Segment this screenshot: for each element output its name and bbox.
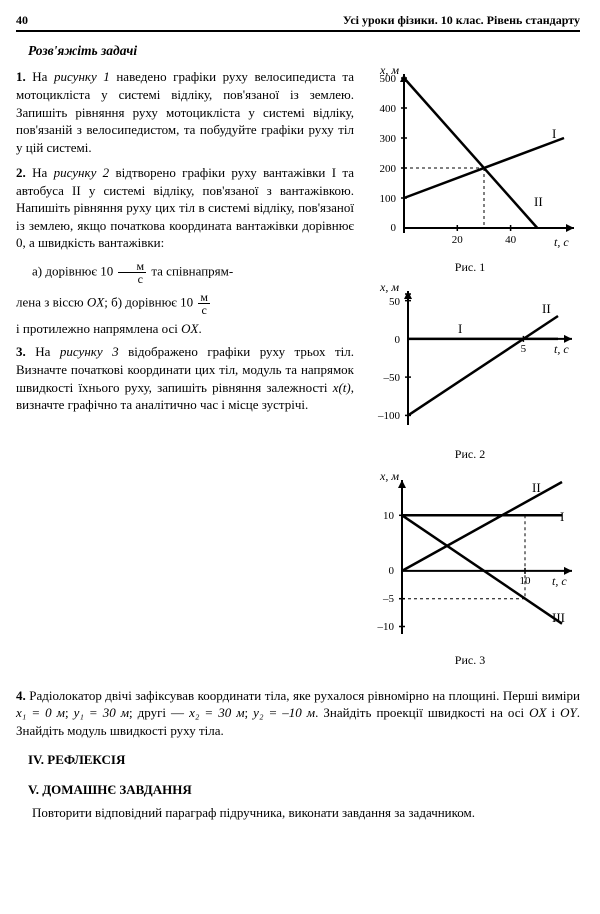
figure-3-caption: Рис. 3: [360, 652, 580, 668]
svg-text:I: I: [560, 509, 564, 524]
figure-3: 10 0 –5 –10 10 I II III: [360, 472, 576, 642]
section-homework: V. ДОМАШНЄ ЗАВДАННЯ: [28, 781, 580, 799]
svg-text:x, м: x, м: [379, 68, 399, 77]
figure-1-caption: Рис. 1: [360, 259, 580, 275]
svg-text:II: II: [534, 194, 543, 209]
svg-text:t, с: t, с: [552, 574, 567, 588]
content-area: 0 100 200 300 400 500 20 40 I II: [16, 68, 580, 821]
svg-text:x, м: x, м: [379, 285, 399, 294]
book-title: Усі уроки фізики. 10 клас. Рівень станда…: [343, 12, 580, 28]
svg-text:50: 50: [389, 296, 401, 308]
svg-text:III: III: [552, 610, 565, 625]
svg-text:0: 0: [389, 565, 395, 577]
svg-text:–10: –10: [377, 621, 395, 633]
svg-text:20: 20: [452, 234, 464, 246]
svg-text:I: I: [458, 321, 462, 336]
problem-1-num: 1.: [16, 69, 26, 84]
svg-text:0: 0: [391, 222, 397, 234]
svg-text:–50: –50: [383, 372, 401, 384]
figure-2: 50 0 –50 –100 5 I II x, м t, с: [360, 285, 576, 435]
svg-text:–5: –5: [382, 593, 395, 605]
svg-text:0: 0: [395, 334, 401, 346]
svg-text:400: 400: [380, 103, 397, 115]
page-number: 40: [16, 12, 28, 28]
svg-text:II: II: [542, 301, 551, 316]
figures-column: 0 100 200 300 400 500 20 40 I II: [360, 68, 580, 678]
figure-1: 0 100 200 300 400 500 20 40 I II: [360, 68, 576, 248]
svg-text:10: 10: [383, 510, 395, 522]
homework-text: Повторити відповідний параграф підручник…: [16, 804, 580, 822]
svg-text:100: 100: [380, 193, 397, 205]
svg-text:x, м: x, м: [379, 472, 399, 483]
svg-text:5: 5: [521, 343, 527, 355]
svg-text:II: II: [532, 480, 541, 495]
svg-text:I: I: [552, 126, 556, 141]
section-reflection: IV. РЕФЛЕКСІЯ: [28, 751, 580, 769]
page-header: 40 Усі уроки фізики. 10 клас. Рівень ста…: [16, 12, 580, 32]
svg-text:t, с: t, с: [554, 235, 569, 248]
figure-2-caption: Рис. 2: [360, 446, 580, 462]
svg-text:t, с: t, с: [554, 342, 569, 356]
fraction-ms-2: мс: [198, 291, 210, 316]
svg-text:–100: –100: [377, 410, 401, 422]
section-subtitle: Розв'яжіть задачі: [28, 42, 580, 60]
svg-text:300: 300: [380, 133, 397, 145]
problem-4-num: 4.: [16, 688, 26, 703]
problem-4: 4. Радіолокатор двічі зафіксував координ…: [16, 687, 580, 740]
problem-2-num: 2.: [16, 165, 26, 180]
svg-text:200: 200: [380, 163, 397, 175]
fraction-ms: мс: [118, 260, 146, 285]
svg-text:40: 40: [505, 234, 516, 246]
problem-3-num: 3.: [16, 344, 26, 359]
